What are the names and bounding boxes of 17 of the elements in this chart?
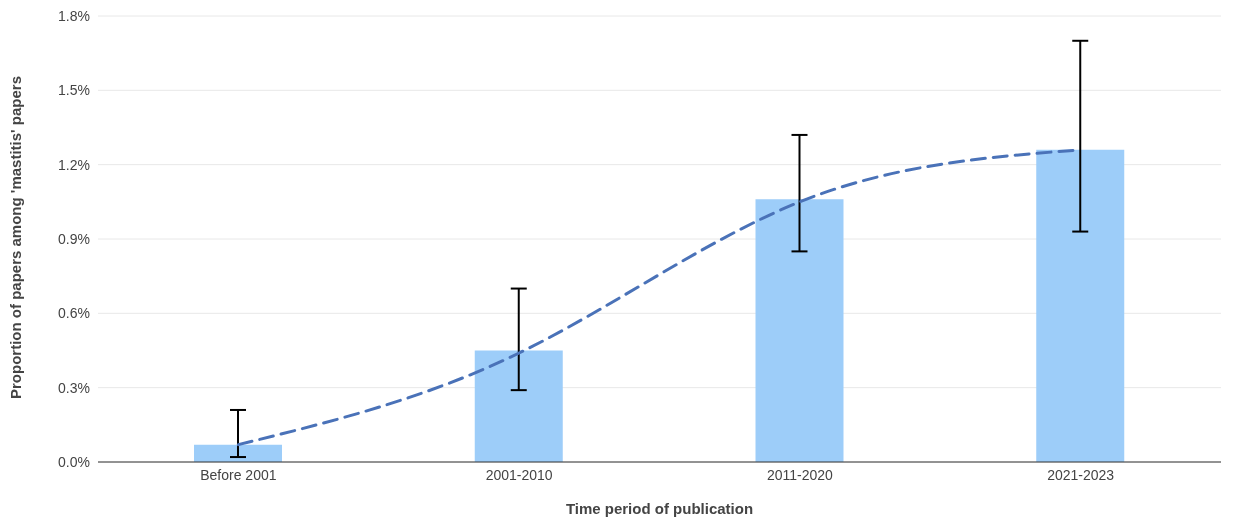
bar — [474, 350, 563, 462]
y-axis-title: Proportion of papers among 'mastitis' papers — [7, 75, 25, 399]
y-tick-label: 1.5% — [58, 82, 90, 99]
x-tick-label: 2021-2023 — [1047, 466, 1115, 483]
x-tick-label: Before 2001 — [200, 466, 277, 483]
y-tick-label: 0.0% — [58, 453, 90, 470]
x-tick-label: 2011-2020 — [766, 466, 834, 483]
y-tick-label: 0.3% — [58, 379, 90, 396]
x-axis-title: Time period of publication — [565, 500, 754, 517]
x-tick-label: 2001-2010 — [485, 466, 553, 483]
bar — [755, 199, 844, 462]
bar — [1036, 149, 1125, 462]
bar — [194, 444, 282, 462]
y-tick-label: 1.8% — [58, 7, 90, 24]
y-tick-label: 0.6% — [58, 305, 90, 322]
y-tick-label: 1.2% — [58, 156, 90, 173]
y-tick-label: 0.9% — [58, 230, 90, 247]
